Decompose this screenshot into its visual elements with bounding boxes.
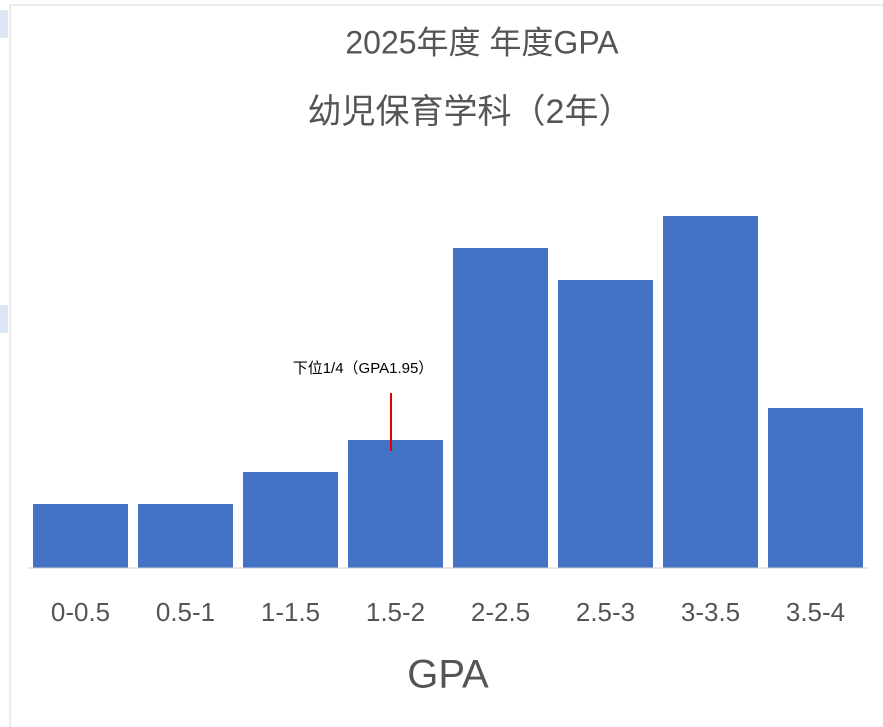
bar bbox=[348, 440, 443, 568]
edge-marker bbox=[0, 305, 8, 333]
chart-title: 2025年度 年度GPA bbox=[345, 24, 619, 60]
chart-subtitle: 幼児保育学科（2年） bbox=[308, 93, 633, 131]
bar bbox=[243, 472, 338, 568]
bar bbox=[138, 504, 233, 568]
x-tick-label: 1-1.5 bbox=[261, 597, 320, 627]
bar bbox=[453, 248, 548, 568]
x-tick-label: 3.5-4 bbox=[786, 597, 845, 627]
x-tick-label: 1.5-2 bbox=[366, 597, 425, 627]
annotation: 下位1/4（GPA1.95） bbox=[293, 360, 434, 377]
bar bbox=[558, 280, 653, 568]
x-tick-label: 0.5-1 bbox=[156, 597, 215, 627]
x-axis-label: GPA bbox=[407, 653, 489, 697]
x-tick-label: 2.5-3 bbox=[576, 597, 635, 627]
bar bbox=[663, 216, 758, 568]
bar bbox=[33, 504, 128, 568]
x-tick-label: 3-3.5 bbox=[681, 597, 740, 627]
x-tick-label: 0-0.5 bbox=[51, 597, 110, 627]
edge-marker bbox=[0, 10, 8, 38]
bar bbox=[768, 408, 863, 568]
x-tick-label: 2-2.5 bbox=[471, 597, 530, 627]
